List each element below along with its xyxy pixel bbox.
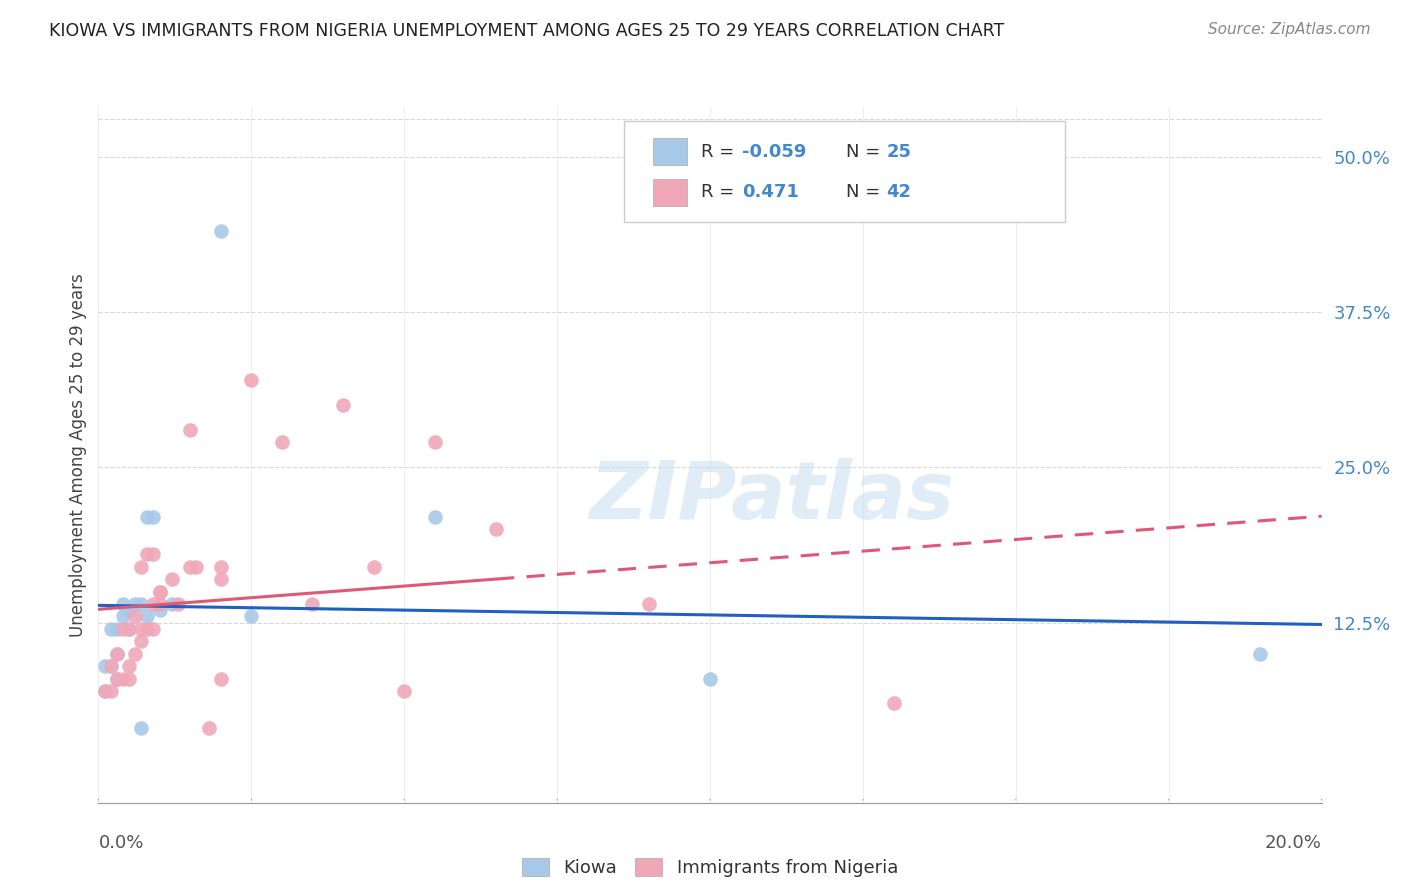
Point bbox=[100, 659, 122, 673]
Point bbox=[883, 697, 905, 711]
Point bbox=[118, 622, 141, 636]
Point bbox=[179, 559, 201, 574]
Point bbox=[149, 584, 172, 599]
Point bbox=[160, 597, 183, 611]
Point bbox=[105, 672, 128, 686]
Point bbox=[142, 547, 165, 561]
Text: -0.059: -0.059 bbox=[742, 143, 806, 161]
Point bbox=[160, 572, 183, 586]
Point bbox=[423, 435, 446, 450]
Point bbox=[129, 634, 152, 648]
Point bbox=[118, 603, 141, 617]
Point bbox=[124, 647, 146, 661]
Point bbox=[93, 684, 115, 698]
Point bbox=[129, 559, 152, 574]
Point bbox=[105, 672, 128, 686]
Point bbox=[124, 609, 146, 624]
Point bbox=[136, 622, 159, 636]
Point bbox=[186, 559, 208, 574]
Text: R =: R = bbox=[702, 143, 741, 161]
Point bbox=[111, 672, 134, 686]
Point bbox=[392, 684, 416, 698]
Point bbox=[149, 584, 172, 599]
Point bbox=[105, 647, 128, 661]
Point bbox=[111, 622, 134, 636]
Point bbox=[118, 659, 141, 673]
Y-axis label: Unemployment Among Ages 25 to 29 years: Unemployment Among Ages 25 to 29 years bbox=[69, 273, 87, 637]
Text: N =: N = bbox=[846, 183, 886, 202]
Point bbox=[167, 597, 190, 611]
Point bbox=[209, 672, 232, 686]
Point bbox=[105, 622, 128, 636]
Point bbox=[240, 609, 263, 624]
Point bbox=[118, 672, 141, 686]
Point bbox=[197, 721, 219, 735]
Point bbox=[149, 603, 172, 617]
Point bbox=[105, 647, 128, 661]
Point bbox=[100, 622, 122, 636]
Point bbox=[1249, 647, 1271, 661]
Point bbox=[240, 373, 263, 387]
Point bbox=[363, 559, 385, 574]
FancyBboxPatch shape bbox=[624, 121, 1064, 222]
Text: ZIPatlas: ZIPatlas bbox=[589, 458, 953, 536]
Text: 25: 25 bbox=[886, 143, 911, 161]
Text: N =: N = bbox=[846, 143, 886, 161]
Point bbox=[637, 597, 661, 611]
Point bbox=[142, 597, 165, 611]
Point bbox=[485, 523, 508, 537]
Point bbox=[332, 398, 354, 412]
Point bbox=[142, 622, 165, 636]
Point bbox=[136, 609, 159, 624]
Text: 0.471: 0.471 bbox=[742, 183, 799, 202]
Point bbox=[93, 684, 115, 698]
Point bbox=[129, 721, 152, 735]
Point bbox=[129, 622, 152, 636]
Text: 20.0%: 20.0% bbox=[1265, 834, 1322, 852]
Point bbox=[209, 559, 232, 574]
Point bbox=[111, 609, 134, 624]
Legend: Kiowa, Immigrants from Nigeria: Kiowa, Immigrants from Nigeria bbox=[515, 850, 905, 884]
Point bbox=[142, 510, 165, 524]
Point bbox=[423, 510, 446, 524]
Point bbox=[124, 597, 146, 611]
Point bbox=[209, 572, 232, 586]
Point bbox=[129, 597, 152, 611]
Point bbox=[149, 597, 172, 611]
Point bbox=[100, 659, 122, 673]
Point bbox=[136, 547, 159, 561]
Point bbox=[209, 224, 232, 238]
Point bbox=[100, 684, 122, 698]
Point bbox=[118, 622, 141, 636]
Point bbox=[179, 423, 201, 437]
Point bbox=[136, 510, 159, 524]
Point bbox=[699, 672, 721, 686]
Point bbox=[93, 659, 115, 673]
Point bbox=[111, 597, 134, 611]
FancyBboxPatch shape bbox=[652, 138, 686, 166]
FancyBboxPatch shape bbox=[652, 178, 686, 206]
Text: R =: R = bbox=[702, 183, 741, 202]
Text: 0.0%: 0.0% bbox=[98, 834, 143, 852]
Point bbox=[301, 597, 323, 611]
Text: Source: ZipAtlas.com: Source: ZipAtlas.com bbox=[1208, 22, 1371, 37]
Point bbox=[118, 603, 141, 617]
Text: 42: 42 bbox=[886, 183, 911, 202]
Point bbox=[270, 435, 292, 450]
Text: KIOWA VS IMMIGRANTS FROM NIGERIA UNEMPLOYMENT AMONG AGES 25 TO 29 YEARS CORRELAT: KIOWA VS IMMIGRANTS FROM NIGERIA UNEMPLO… bbox=[49, 22, 1004, 40]
